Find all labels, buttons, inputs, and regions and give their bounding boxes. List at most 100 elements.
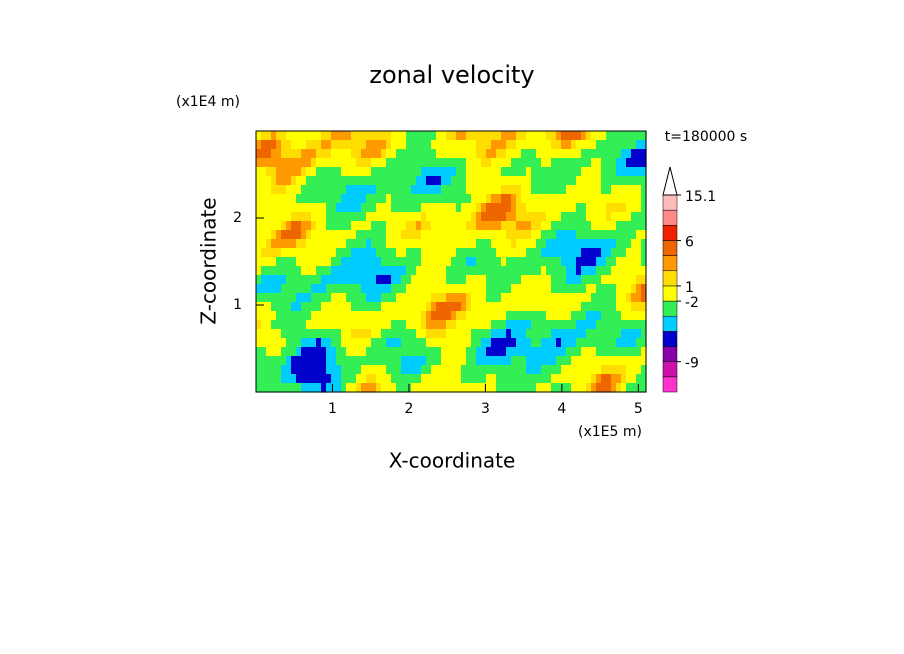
contour-fill — [421, 158, 427, 168]
contour-fill — [296, 185, 302, 195]
contour-fill — [616, 257, 622, 267]
contour-fill — [426, 257, 432, 267]
contour-fill — [601, 158, 607, 168]
contour-fill — [271, 221, 277, 231]
contour-fill — [411, 329, 417, 339]
contour-fill — [316, 365, 322, 375]
contour-fill — [301, 158, 307, 168]
contour-fill — [336, 212, 342, 222]
contour-fill — [581, 320, 587, 330]
contour-fill — [426, 176, 432, 186]
contour-fill — [526, 311, 532, 321]
contour-fill — [531, 203, 537, 213]
contour-fill — [381, 266, 387, 276]
contour-fill — [296, 131, 302, 141]
contour-fill — [436, 239, 442, 249]
contour-fill — [486, 284, 492, 294]
contour-fill — [356, 131, 362, 141]
contour-fill — [531, 347, 537, 357]
contour-fill — [356, 230, 362, 240]
contour-fill — [356, 212, 362, 222]
contour-fill — [476, 221, 482, 231]
contour-fill — [441, 212, 447, 222]
contour-fill — [486, 248, 492, 258]
contour-fill — [461, 329, 467, 339]
contour-fill — [411, 383, 417, 393]
contour-fill — [526, 302, 532, 312]
contour-fill — [371, 356, 377, 366]
contour-fill — [631, 185, 637, 195]
contour-fill — [576, 230, 582, 240]
contour-fill — [291, 284, 297, 294]
contour-fill — [376, 266, 382, 276]
colorbar-swatch — [662, 255, 678, 272]
contour-fill — [641, 374, 647, 384]
contour-fill — [321, 176, 327, 186]
contour-fill — [371, 239, 377, 249]
contour-fill — [536, 203, 542, 213]
contour-fill — [576, 131, 582, 141]
contour-fill — [311, 257, 317, 267]
contour-fill — [461, 149, 467, 159]
contour-fill — [371, 374, 377, 384]
contour-fill — [446, 275, 452, 285]
contour-fill — [321, 158, 327, 168]
contour-fill — [451, 338, 457, 348]
contour-fill — [351, 383, 357, 393]
contour-fill — [486, 374, 492, 384]
contour-fill — [391, 203, 397, 213]
contour-fill — [546, 185, 552, 195]
contour-fill — [491, 185, 497, 195]
contour-fill — [416, 311, 422, 321]
contour-fill — [616, 203, 622, 213]
contour-fill — [321, 356, 327, 366]
contour-fill — [621, 365, 627, 375]
contour-fill — [361, 167, 367, 177]
contour-fill — [441, 284, 447, 294]
contour-fill — [506, 356, 512, 366]
contour-fill — [311, 356, 317, 366]
contour-fill — [536, 149, 542, 159]
contour-fill — [491, 356, 497, 366]
contour-fill — [506, 338, 512, 348]
contour-fill — [581, 329, 587, 339]
contour-fill — [261, 311, 267, 321]
contour-fill — [571, 167, 577, 177]
contour-fill — [316, 383, 322, 393]
contour-fill — [631, 365, 637, 375]
contour-fill — [386, 221, 392, 231]
contour-fill — [596, 338, 602, 348]
contour-fill — [536, 293, 542, 303]
contour-fill — [576, 356, 582, 366]
contour-fill — [286, 338, 292, 348]
contour-fill — [521, 257, 527, 267]
contour-fill — [501, 158, 507, 168]
contour-fill — [291, 176, 297, 186]
contour-fill — [556, 365, 562, 375]
contour-fill — [411, 338, 417, 348]
contour-fill — [541, 356, 547, 366]
contour-fill — [296, 176, 302, 186]
contour-fill — [501, 221, 507, 231]
contour-fill — [436, 158, 442, 168]
contour-fill — [611, 356, 617, 366]
contour-fill — [396, 158, 402, 168]
contour-fill — [256, 383, 262, 393]
contour-fill — [591, 194, 597, 204]
contour-fill — [326, 338, 332, 348]
contour-fill — [461, 167, 467, 177]
contour-fill — [641, 176, 647, 186]
contour-fill — [481, 140, 487, 150]
contour-fill — [546, 275, 552, 285]
contour-fill — [506, 230, 512, 240]
contour-fill — [491, 221, 497, 231]
contour-fill — [326, 266, 332, 276]
contour-fill — [456, 158, 462, 168]
contour-fill — [471, 311, 477, 321]
contour-fill — [571, 140, 577, 150]
contour-fill — [271, 347, 277, 357]
contour-fill — [641, 293, 647, 303]
contour-fill — [426, 212, 432, 222]
contour-fill — [531, 365, 537, 375]
contour-fill — [341, 365, 347, 375]
